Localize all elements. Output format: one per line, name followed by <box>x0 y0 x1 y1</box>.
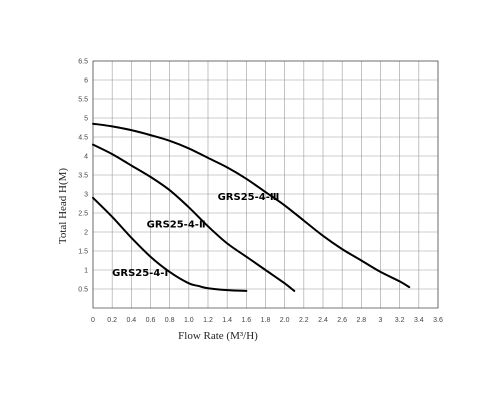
curve-label-grs25-4-iii: GRS25-4-Ⅲ <box>218 192 280 203</box>
x-tick-label: 2.8 <box>356 317 366 324</box>
x-axis-title: Flow Rate (M³/H) <box>178 330 258 342</box>
x-tick-label: 2.0 <box>280 317 290 324</box>
curves <box>92 122 411 292</box>
x-tick-label: 1.2 <box>203 317 213 324</box>
x-tick-label: 0.4 <box>126 317 136 324</box>
y-tick-label: 6 <box>84 78 88 85</box>
series-line-grs25-4-iii <box>92 122 411 289</box>
series-line-grs25-4-i <box>92 196 248 292</box>
plot-frame <box>92 60 439 309</box>
x-tick-label: 0 <box>91 317 95 324</box>
x-tick-label: 1.4 <box>222 317 232 324</box>
x-tick-label: 3.4 <box>414 317 424 324</box>
grid <box>92 60 439 308</box>
y-tick-label: 2.5 <box>78 211 88 218</box>
x-tick-label: 1.0 <box>184 317 194 324</box>
y-tick-label: 2 <box>84 230 88 237</box>
x-tick-label: 0.6 <box>146 317 156 324</box>
y-tick-label: 5.5 <box>78 97 88 104</box>
x-tick-label: 2.2 <box>299 317 309 324</box>
x-tick-label: 3 <box>379 317 383 324</box>
series-line-grs25-4-ii <box>92 143 296 292</box>
x-tick-labels: 0 0.2 0.4 0.6 0.8 1.0 1.2 1.4 1.6 1.8 2.0 2.2 2.4 2.6… <box>91 317 443 324</box>
x-tick-label: 3.6 <box>433 317 443 324</box>
x-tick-label: 1.8 <box>261 317 271 324</box>
x-tick-label: 0.2 <box>107 317 117 324</box>
x-tick-label: 1.6 <box>241 317 251 324</box>
y-tick-label: 6.5 <box>78 59 88 66</box>
y-tick-label: 0.5 <box>78 287 88 294</box>
y-tick-label: 3 <box>84 192 88 199</box>
y-tick-label: 1 <box>84 268 88 275</box>
y-tick-label: 5 <box>84 116 88 123</box>
y-tick-labels: 0.5 1 1.5 2 2.5 3 3.5 4 4.5 5 5.5 6 6.5 <box>78 59 88 294</box>
x-tick-label: 2.6 <box>337 317 347 324</box>
curve-labels: GRS25-4-Ⅲ GRS25-4-Ⅱ GRS25-4-I <box>112 192 279 279</box>
y-tick-label: 4.5 <box>78 135 88 142</box>
y-tick-label: 3.5 <box>78 173 88 180</box>
x-tick-label: 2.4 <box>318 317 328 324</box>
y-tick-label: 1.5 <box>78 249 88 256</box>
y-tick-label: 4 <box>84 154 88 161</box>
x-tick-label: 0.8 <box>165 317 175 324</box>
curve-label-grs25-4-ii: GRS25-4-Ⅱ <box>147 220 206 231</box>
curve-label-grs25-4-i: GRS25-4-I <box>112 268 168 279</box>
y-axis-title: Total Head H(M) <box>57 168 69 245</box>
x-tick-label: 3.2 <box>395 317 405 324</box>
